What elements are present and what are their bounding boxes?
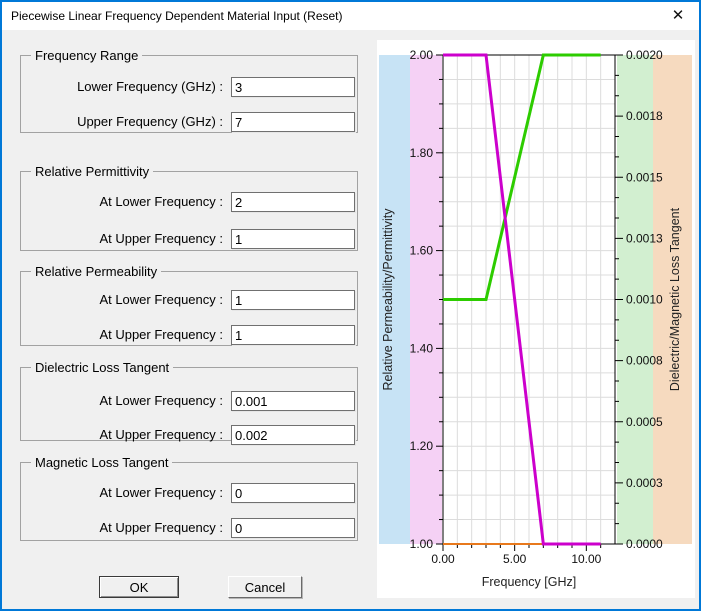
series-relative-permittivity <box>443 53 601 546</box>
dielectric-loss-lower-input[interactable] <box>231 391 355 411</box>
group-title: Frequency Range <box>35 48 139 63</box>
y-right-tick-label: 0.0010 <box>626 293 663 307</box>
field-label: At Lower Frequency : <box>99 194 223 209</box>
permeability-upper-input[interactable] <box>231 325 355 345</box>
field-label: Lower Frequency (GHz) : <box>77 79 223 94</box>
window-title: Piecewise Linear Frequency Dependent Mat… <box>11 9 343 23</box>
left-title-band <box>379 55 410 544</box>
permittivity-lower-input[interactable] <box>231 192 355 212</box>
x-tick-label: 10.00 <box>571 552 601 566</box>
y-left-tick-label: 1.40 <box>410 341 434 355</box>
field-label: At Lower Frequency : <box>99 393 223 408</box>
series-dielectric-loss-tangent <box>443 53 601 301</box>
field-label: At Lower Frequency : <box>99 292 223 307</box>
permittivity-upper-input[interactable] <box>231 229 355 249</box>
y-right-tick-label: 0.0020 <box>626 48 663 62</box>
upper-frequency-input[interactable] <box>231 112 355 132</box>
group-title: Relative Permittivity <box>35 164 150 179</box>
group-relative-permittivity: Relative Permittivity At Lower Frequency… <box>20 164 358 251</box>
field-label: At Upper Frequency : <box>99 520 223 535</box>
chart-canvas: 2.00 1.80 1.60 1.40 1.20 1.00 0.0020 0.0018 0.00… <box>379 48 692 589</box>
y-right-tick-label: 0.0003 <box>626 476 663 490</box>
cancel-button[interactable]: Cancel <box>228 576 302 598</box>
field-label: At Upper Frequency : <box>99 427 223 442</box>
dielectric-loss-upper-input[interactable] <box>231 425 355 445</box>
title-bar: Piecewise Linear Frequency Dependent Mat… <box>2 2 699 30</box>
right-title-band <box>653 55 692 544</box>
y-right-tick-label: 0.0018 <box>626 109 663 123</box>
y-left-axis-title: Relative Permeability/Permittivity <box>381 208 395 391</box>
x-axis-title: Frequency [GHz] <box>482 575 576 589</box>
group-dielectric-loss-tangent: Dielectric Loss Tangent At Lower Frequen… <box>20 360 358 445</box>
x-tick-label: 5.00 <box>503 552 527 566</box>
group-magnetic-loss-tangent: Magnetic Loss Tangent At Lower Frequency… <box>20 455 358 541</box>
magnetic-loss-upper-input[interactable] <box>231 518 355 538</box>
y-left-tick-label: 1.20 <box>410 439 434 453</box>
y-left-tick-label: 2.00 <box>410 48 434 62</box>
group-frequency-range: Frequency Range Lower Frequency (GHz) : … <box>20 48 358 133</box>
field-label: At Lower Frequency : <box>99 485 223 500</box>
group-title: Relative Permeability <box>35 264 158 279</box>
field-label: Upper Frequency (GHz) : <box>77 114 223 129</box>
y-left-tick-label: 1.00 <box>410 537 434 551</box>
y-right-tick-label: 0.0005 <box>626 415 663 429</box>
close-icon[interactable]: ✕ <box>667 6 689 26</box>
y-right-tick-label: 0.0000 <box>626 537 663 551</box>
lower-frequency-input[interactable] <box>231 77 355 97</box>
y-right-axis-title: Dielectric/Magnetic Loss Tangent <box>668 207 682 391</box>
y-left-tick-label: 1.60 <box>410 244 434 258</box>
y-right-tick-label: 0.0015 <box>626 170 663 184</box>
y-right-tick-label: 0.0013 <box>626 231 663 245</box>
material-chart: 2.00 1.80 1.60 1.40 1.20 1.00 0.0020 0.0018 0.00… <box>377 40 695 598</box>
x-tick-label: 0.00 <box>431 552 455 566</box>
y-left-tick-label: 1.80 <box>410 146 434 160</box>
group-title: Magnetic Loss Tangent <box>35 455 169 470</box>
group-relative-permeability: Relative Permeability At Lower Frequency… <box>20 264 358 346</box>
ok-button[interactable]: OK <box>99 576 179 598</box>
magnetic-loss-lower-input[interactable] <box>231 483 355 503</box>
field-label: At Upper Frequency : <box>99 327 223 342</box>
y-right-tick-label: 0.0008 <box>626 354 663 368</box>
field-label: At Upper Frequency : <box>99 231 223 246</box>
permeability-lower-input[interactable] <box>231 290 355 310</box>
left-ticks-band <box>410 55 442 544</box>
group-title: Dielectric Loss Tangent <box>35 360 170 375</box>
